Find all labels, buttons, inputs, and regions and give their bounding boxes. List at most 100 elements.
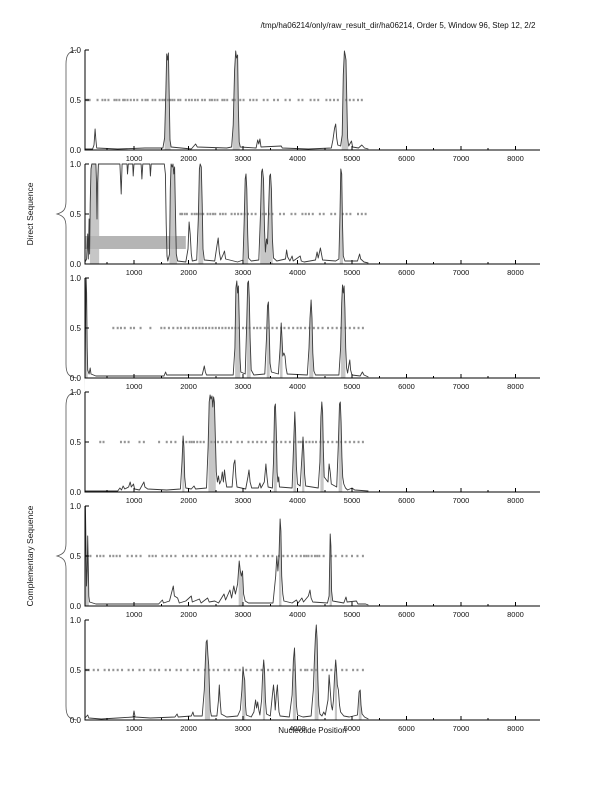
peak-shading [164,53,171,150]
threshold-mark [247,440,250,444]
threshold-mark [208,326,211,330]
threshold-mark [322,212,325,216]
threshold-mark [179,326,182,330]
threshold-mark [103,668,106,672]
threshold-mark [266,98,269,102]
x-tick-label: 5000 [344,382,361,391]
threshold-mark [99,440,102,444]
threshold-mark [210,98,213,102]
threshold-mark [321,326,324,330]
threshold-mark [216,98,219,102]
threshold-mark [130,554,133,558]
threshold-mark [118,98,121,102]
x-tick-label: 2000 [180,724,197,733]
threshold-mark [277,668,280,672]
threshold-mark [325,98,328,102]
threshold-mark [310,668,313,672]
threshold-mark [97,668,100,672]
threshold-mark [149,326,152,330]
threshold-mark [211,326,214,330]
threshold-mark [345,212,348,216]
threshold-mark [190,212,193,216]
signal-curve [84,624,369,720]
threshold-mark [310,554,313,558]
threshold-mark [185,212,188,216]
threshold-mark [169,98,172,102]
threshold-mark [334,554,337,558]
peak-shading [208,395,216,492]
peak-shading [320,402,324,492]
threshold-mark [142,440,145,444]
threshold-mark [230,212,233,216]
threshold-mark [261,212,264,216]
x-tick-label: 2000 [180,268,197,277]
threshold-mark [221,554,224,558]
threshold-mark [357,326,360,330]
threshold-mark [233,98,236,102]
threshold-mark [101,98,104,102]
threshold-mark [163,98,166,102]
threshold-mark [153,668,156,672]
threshold-mark [200,212,203,216]
peak-shading [235,281,241,378]
threshold-mark [245,554,248,558]
threshold-mark [186,668,189,672]
threshold-mark [360,212,363,216]
threshold-mark [136,98,139,102]
threshold-mark [252,326,255,330]
threshold-mark [245,668,248,672]
complementary-sequence-label: Complementary Sequence [25,505,35,607]
threshold-mark [234,668,237,672]
x-tick-label: 7000 [453,724,470,733]
threshold-mark [276,98,279,102]
threshold-mark [139,326,142,330]
threshold-mark [305,440,308,444]
threshold-mark [280,440,283,444]
threshold-mark [199,440,202,444]
threshold-mark [268,212,271,216]
threshold-mark [299,440,302,444]
threshold-mark [307,554,310,558]
threshold-mark [299,554,302,558]
threshold-mark [237,326,240,330]
threshold-mark [348,326,351,330]
signal-curve [84,277,369,378]
threshold-mark [138,440,141,444]
threshold-mark [227,326,230,330]
threshold-mark [308,440,311,444]
direct-sequence-label: Direct Sequence [25,182,35,246]
x-tick-label: 7000 [453,268,470,277]
x-tick-label: 4000 [289,496,306,505]
threshold-mark [209,212,212,216]
threshold-mark [115,98,118,102]
threshold-mark [170,554,173,558]
threshold-mark [288,668,291,672]
threshold-mark [287,326,290,330]
threshold-mark [317,98,320,102]
threshold-mark [271,212,274,216]
threshold-mark [234,554,237,558]
peak-shading [358,690,362,720]
threshold-mark [169,668,172,672]
y-tick-label: 1.0 [70,46,82,55]
threshold-mark [267,554,270,558]
threshold-mark [173,98,176,102]
threshold-mark [112,668,115,672]
threshold-mark [271,326,274,330]
threshold-mark [299,668,302,672]
threshold-mark [282,554,285,558]
threshold-mark [267,668,270,672]
threshold-mark [174,554,177,558]
x-tick-label: 4000 [289,268,306,277]
threshold-mark [224,212,227,216]
threshold-mark [301,98,304,102]
threshold-mark [149,668,152,672]
threshold-mark [226,98,229,102]
x-tick-label: 8000 [507,610,524,619]
threshold-mark [330,212,333,216]
x-tick-label: 2000 [180,154,197,163]
threshold-mark [166,98,169,102]
threshold-mark [148,554,151,558]
signal-panel-direct-frame-3: 0.0 0.5 1.0 1000 2000 3000 4000 5000 6000 7000 800… [70,274,540,401]
